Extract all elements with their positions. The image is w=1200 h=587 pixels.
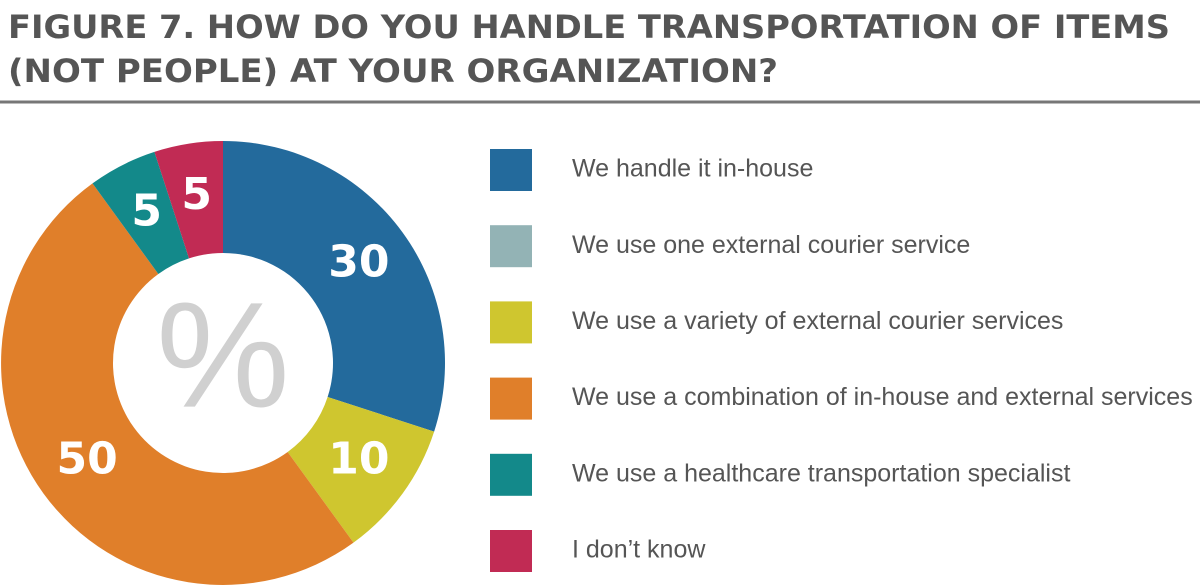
- legend-label: We use a healthcare transportation speci…: [572, 459, 1070, 487]
- legend-swatch: [490, 377, 532, 420]
- legend-label: We use one external courier service: [572, 231, 970, 259]
- legend-label: I don’t know: [572, 536, 706, 564]
- legend-label: We use a combination of in-house and ext…: [572, 383, 1193, 411]
- value-label: 30: [328, 236, 389, 287]
- donut-slice: [154, 141, 223, 259]
- legend-swatch: [490, 453, 532, 496]
- donut-slice: [92, 151, 190, 275]
- legend-label: We use a variety of external courier ser…: [572, 307, 1063, 335]
- center-label: %: [156, 271, 289, 439]
- value-label: 5: [181, 169, 212, 220]
- donut-slice: [223, 141, 445, 432]
- legend-label: We handle it in-house: [572, 155, 813, 183]
- donut-slice: [287, 396, 435, 543]
- chart-title: FIGURE 7. HOW DO YOU HANDLE TRANSPORTATI…: [8, 8, 1170, 46]
- legend-swatch: [490, 149, 532, 191]
- value-label: 5: [131, 185, 162, 236]
- chart-title: (NOT PEOPLE) AT YOUR ORGANIZATION?: [8, 52, 778, 90]
- value-label: 50: [56, 434, 117, 485]
- legend-swatch: [490, 301, 532, 344]
- legend-swatch: [490, 530, 532, 572]
- value-label: 10: [328, 434, 389, 485]
- donut-slice: [1, 183, 354, 585]
- legend-swatch: [490, 225, 532, 268]
